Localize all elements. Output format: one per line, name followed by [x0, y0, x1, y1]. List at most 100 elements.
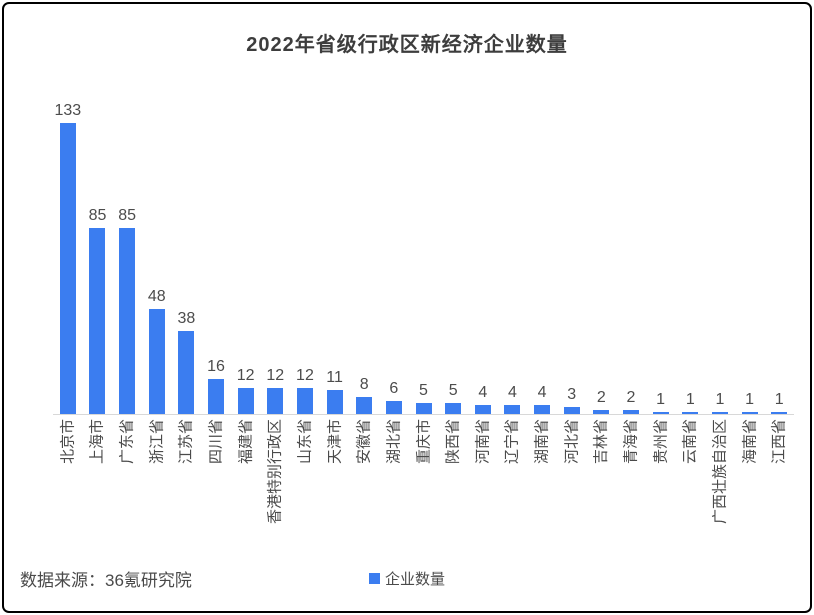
x-axis-label: 海南省 [741, 419, 759, 465]
bar-column: 5 [438, 382, 468, 414]
x-axis-label-cell: 江苏省 [172, 415, 202, 563]
bar-value-label: 1 [745, 390, 754, 408]
bar-value-label: 5 [419, 382, 428, 400]
bar [534, 405, 551, 414]
x-axis-label: 北京市 [59, 419, 77, 465]
bar [178, 330, 195, 414]
bar [741, 411, 758, 414]
bar [622, 409, 639, 414]
x-axis-label: 青海省 [622, 419, 640, 465]
bar-value-label: 1 [715, 390, 725, 408]
bar-column: 2 [587, 389, 617, 414]
x-axis-label-cell: 浙江省 [142, 415, 172, 563]
bar-value-label: 38 [177, 309, 196, 327]
bar-value-label: 4 [507, 384, 517, 402]
bar-value-label: 4 [478, 384, 488, 402]
x-axis-label-cell: 云南省 [675, 415, 705, 563]
bar-column: 12 [231, 367, 261, 414]
x-axis-label-cell: 河南省 [468, 415, 498, 563]
legend: 企业数量 [4, 568, 810, 589]
x-axis-label: 吉林省 [592, 419, 610, 465]
x-axis-label: 湖南省 [533, 419, 551, 465]
bars-row: 133 85 85 48 38 16 12 12 12 11 8 6 5 5 4 4 4 3 2 2 1 1 1 1 1 [53, 83, 794, 415]
x-axis-label-cell: 辽宁省 [498, 415, 528, 563]
bar-value-label: 3 [567, 386, 577, 404]
bar-column: 11 [320, 369, 350, 414]
chart-title: 2022年省级行政区新经济企业数量 [246, 34, 568, 56]
chart-footer: 数据来源：36氪研究院 企业数量 [4, 564, 810, 594]
x-axis-label: 安徽省 [355, 419, 373, 465]
x-axis-label: 重庆市 [415, 419, 432, 465]
bar-value-label: 6 [389, 379, 399, 397]
bar-column: 12 [290, 367, 320, 414]
bar-column: 38 [172, 310, 202, 414]
x-axis-label-cell: 上海市 [83, 415, 113, 563]
legend-swatch-icon [368, 573, 380, 584]
bar [711, 411, 728, 414]
bar-value-label: 4 [537, 384, 547, 402]
x-axis-label-cell: 安徽省 [349, 415, 379, 563]
bar [593, 409, 610, 414]
x-axis-label-cell: 广东省 [112, 415, 142, 563]
x-axis-label-cell: 江西省 [764, 415, 794, 563]
bar [682, 411, 699, 414]
bar-column: 4 [527, 384, 557, 414]
bar-column: 85 [112, 207, 142, 414]
x-axis-label-cell: 福建省 [231, 415, 261, 563]
bar-value-label: 85 [118, 207, 136, 225]
bar-value-label: 12 [296, 366, 314, 384]
x-axis-label: 浙江省 [148, 419, 166, 465]
x-axis-label-cell: 北京市 [53, 415, 83, 563]
bar [415, 403, 432, 414]
bar-value-label: 2 [626, 388, 636, 406]
bar-column: 2 [616, 389, 646, 414]
bar-column: 1 [705, 391, 735, 414]
x-axis-label: 四川省 [207, 419, 225, 465]
bar [652, 411, 669, 414]
bar-value-label: 11 [326, 368, 343, 386]
bar [59, 123, 76, 414]
bar-column: 4 [498, 384, 528, 414]
bar-column: 5 [409, 382, 439, 414]
bar [148, 308, 165, 414]
bar-column: 8 [349, 375, 379, 414]
bar-value-label: 1 [685, 390, 695, 408]
x-axis-label: 上海市 [88, 419, 106, 465]
bar-column: 16 [201, 358, 231, 414]
bar [563, 407, 580, 414]
bar [356, 396, 373, 414]
bar-value-label: 8 [359, 375, 369, 393]
bar-column: 1 [735, 391, 765, 414]
bar [474, 405, 491, 414]
x-axis-label-cell: 陕西省 [438, 415, 468, 563]
bar-column: 1 [646, 391, 676, 414]
bar-value-label: 16 [207, 358, 225, 375]
x-axis-label: 广东省 [118, 419, 136, 465]
bar [326, 389, 343, 414]
bar-value-label: 1 [656, 390, 666, 408]
x-axis-label: 天津市 [326, 419, 344, 465]
bar-column: 4 [468, 384, 498, 414]
bar-column: 6 [379, 380, 409, 414]
x-axis-label-cell: 山东省 [290, 415, 320, 563]
x-axis-label: 陕西省 [444, 419, 462, 465]
x-axis-label-cell: 湖南省 [527, 415, 557, 563]
x-axis-label: 江西省 [770, 419, 788, 465]
x-axis-label: 湖北省 [385, 419, 403, 465]
bar-column: 85 [83, 207, 113, 414]
x-axis-label: 福建省 [237, 419, 255, 465]
bar [385, 400, 402, 414]
bar [208, 379, 225, 414]
x-axis-label: 贵州省 [652, 419, 670, 465]
bar-value-label: 5 [448, 382, 458, 400]
legend-series-label: 企业数量 [384, 571, 445, 588]
bar-column: 48 [142, 288, 172, 414]
x-axis-label: 河北省 [563, 419, 581, 465]
x-axis-label-cell: 河北省 [557, 415, 587, 563]
bar-value-label: 2 [596, 388, 606, 406]
bar-value-label: 85 [88, 207, 107, 225]
x-axis-label: 云南省 [681, 419, 699, 465]
x-axis-label: 江苏省 [177, 419, 195, 465]
bar [445, 403, 462, 414]
